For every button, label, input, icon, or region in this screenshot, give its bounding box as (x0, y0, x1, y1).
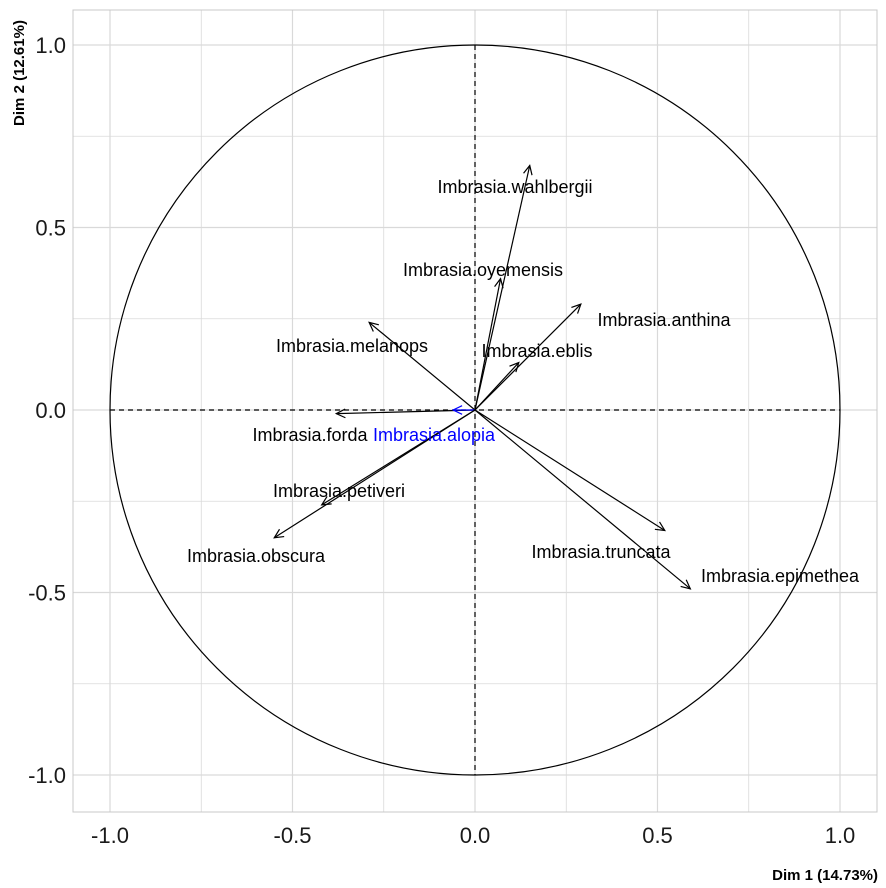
variable-label: Imbrasia.epimethea (701, 566, 860, 586)
variable-label: Imbrasia.forda (252, 425, 368, 445)
arrow-9 (273, 409, 476, 539)
arrow-10 (474, 409, 666, 532)
tick-labels: -1.0 -0.5 0.0 0.5 1.0 -1.0 -0.5 0.0 0.5 1.0 (28, 33, 855, 848)
variable-label: Imbrasia.wahlbergii (437, 177, 592, 197)
unit-circle (109, 44, 841, 776)
variable-labels: Imbrasia.wahlbergii Imbrasia.oyemensis Imb… (187, 177, 860, 586)
x-axis-title: Dim 1 (14.73%) (772, 867, 878, 884)
arrow-head (334, 408, 346, 419)
x-tick-label: 1.0 (825, 823, 856, 848)
arrow-shaft (368, 321, 476, 411)
plot-frame (72, 9, 878, 813)
arrow-head (571, 303, 582, 314)
panel-border (72, 9, 878, 813)
variable-label: Imbrasia.eblis (481, 341, 592, 361)
variable-label: Imbrasia.oyemensis (403, 260, 563, 280)
arrow-head (273, 528, 285, 539)
arrow-3 (474, 303, 582, 411)
arrow-shaft (474, 278, 502, 411)
arrow-head (509, 361, 520, 373)
arrow-shaft (273, 409, 476, 539)
arrow-shaft (474, 409, 666, 531)
arrow-head (451, 405, 463, 415)
y-tick-label: 0.5 (35, 216, 66, 241)
x-tick-label: -0.5 (274, 823, 312, 848)
x-tick-label: -1.0 (91, 823, 129, 848)
arrow-4 (474, 361, 520, 411)
arrow-head (680, 579, 692, 590)
arrow-shaft (474, 362, 520, 411)
variable-arrows (273, 164, 692, 590)
y-axis-title: Dim 2 (12.61%) (11, 20, 28, 126)
variable-label: Imbrasia.obscura (187, 546, 326, 566)
arrow-head (494, 277, 504, 289)
arrow-head (320, 496, 332, 506)
y-tick-label: -1.0 (28, 763, 66, 788)
arrow-shaft (336, 409, 476, 415)
arrow-7 (451, 405, 475, 415)
arrow-shaft (474, 409, 691, 590)
x-tick-label: 0.5 (642, 823, 673, 848)
arrow-head (523, 164, 533, 176)
arrow-11 (474, 409, 692, 590)
arrow-5 (368, 321, 476, 411)
arrow-2 (474, 277, 504, 411)
arrow-6 (334, 408, 476, 419)
x-tick-label: 0.0 (460, 823, 491, 848)
variable-label: Imbrasia.alopia (373, 425, 496, 445)
unit-circle-layer (109, 44, 841, 776)
variable-label: Imbrasia.melanops (276, 336, 428, 356)
arrow-shaft (474, 303, 582, 411)
arrow-head (368, 321, 380, 332)
variable-label: Imbrasia.anthina (597, 310, 731, 330)
y-tick-label: 0.0 (35, 398, 66, 423)
arrow-head (654, 521, 666, 532)
variable-label: Imbrasia.petiveri (273, 481, 405, 501)
y-tick-label: -0.5 (28, 581, 66, 606)
y-tick-label: 1.0 (35, 33, 66, 58)
variable-label: Imbrasia.truncata (531, 542, 671, 562)
